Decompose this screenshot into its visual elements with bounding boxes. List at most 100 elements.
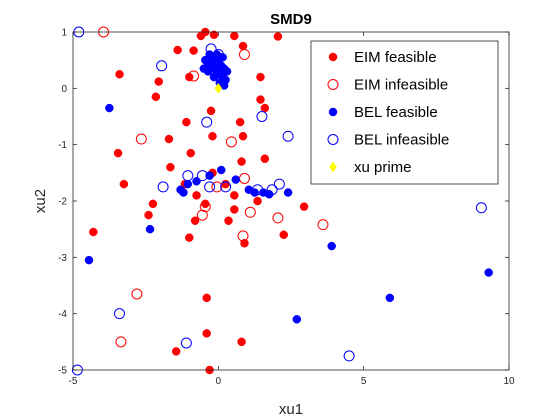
eim-feasible-point-14: [260, 103, 270, 113]
legend-label: xu prime: [354, 159, 412, 176]
bel-feasible-point-37: [84, 255, 94, 265]
eim-feasible-point-13: [256, 95, 265, 104]
legend-label: BEL infeasible: [354, 132, 449, 149]
data-marks: [71, 26, 493, 376]
eim-infeasible-point-11: [317, 219, 329, 231]
eim-infeasible-point-3: [135, 133, 147, 145]
eim-feasible-point-27: [119, 179, 129, 189]
eim-infeasible-point-8: [211, 181, 223, 193]
bel-feasible-point-16: [209, 72, 219, 82]
bel-infeasible-point-8: [182, 170, 194, 182]
eim-feasible-point-32: [230, 191, 239, 200]
bel-infeasible-point-16: [114, 308, 126, 320]
bel-infeasible-point-9: [196, 170, 208, 182]
eim-feasible-point-8: [115, 70, 124, 79]
legend-marker-bel-feasible: [328, 107, 338, 117]
eim-feasible-point-15: [206, 106, 216, 116]
eim-feasible-point-41: [185, 233, 194, 242]
eim-feasible-point-40: [89, 227, 98, 237]
bel-infeasible-point-7: [157, 181, 169, 193]
eim-feasible-point-39: [224, 216, 233, 225]
eim-feasible-point-10: [154, 77, 163, 86]
eim-feasible-point-22: [186, 148, 195, 158]
bel-feasible-point-19: [199, 64, 209, 73]
bel-infeasible-point-6: [282, 130, 294, 142]
eim-feasible-point-30: [148, 199, 158, 209]
y-tick-label: 1: [61, 28, 67, 39]
y-axis-label: xu2: [32, 189, 49, 213]
eim-feasible-point-24: [260, 154, 270, 163]
x-axis-ticks: -5 0 5 10: [69, 32, 515, 387]
y-tick-label: -4: [58, 309, 67, 320]
bel-feasible-point-31: [250, 188, 259, 197]
eim-infeasible-point-12: [237, 230, 249, 242]
eim-feasible-point-19: [208, 131, 217, 141]
eim-feasible-point-23: [237, 157, 246, 166]
eim-infeasible-point-2: [188, 70, 200, 82]
xu-prime-point-0: [214, 82, 223, 94]
series-xu-prime: [214, 82, 223, 94]
eim-feasible-point-5: [173, 45, 182, 55]
x-tick-label: -5: [69, 376, 78, 387]
bel-infeasible-point-5: [256, 111, 268, 122]
bel-infeasible-point-13: [266, 184, 278, 196]
bel-infeasible-point-10: [204, 181, 216, 193]
eim-feasible-point-35: [230, 205, 239, 214]
x-tick-label: 5: [361, 376, 367, 387]
y-axis-ticks: -5 -4 -3 -2 -1 0 1: [58, 28, 509, 377]
eim-feasible-point-42: [279, 230, 288, 240]
legend-entry-bel-feasible: BEL feasible: [328, 104, 438, 121]
eim-feasible-point-34: [201, 199, 210, 209]
eim-feasible-point-21: [113, 148, 123, 158]
eim-feasible-point-17: [235, 117, 245, 127]
eim-infeasible-point-1: [238, 49, 250, 61]
y-tick-label: -5: [58, 366, 67, 377]
legend: EIM feasible EIM infeasible BEL feasible BE…: [310, 40, 499, 185]
eim-infeasible-point-13: [131, 288, 143, 300]
bel-infeasible-point-17: [180, 337, 192, 349]
eim-feasible-point-25: [166, 162, 175, 172]
x-tick-label: 10: [503, 376, 515, 387]
bel-infeasible-point-12: [252, 184, 264, 196]
bel-feasible-point-34: [283, 188, 293, 197]
bel-feasible-point-38: [484, 268, 493, 277]
y-tick-label: -1: [58, 140, 67, 151]
bel-infeasible-point-14: [273, 178, 285, 190]
eim-feasible-point-31: [192, 191, 201, 200]
y-tick-label: -2: [58, 197, 67, 208]
eim-feasible-point-37: [299, 202, 309, 211]
legend-label: EIM infeasible: [354, 77, 448, 94]
legend-marker-xu-prime: [329, 161, 337, 173]
legend-label: EIM feasible: [354, 49, 437, 66]
bel-feasible-point-23: [216, 165, 226, 175]
bel-infeasible-point-4: [201, 116, 213, 128]
x-axis-label: xu1: [279, 401, 303, 418]
legend-marker-bel-infeasible: [327, 134, 339, 145]
bel-infeasible-point-3: [156, 60, 168, 72]
bel-feasible-point-39: [385, 293, 395, 303]
bel-feasible-point-28: [179, 188, 188, 197]
bel-feasible-point-22: [105, 103, 114, 113]
legend-box: [310, 40, 499, 185]
eim-feasible-point-16: [182, 117, 191, 127]
eim-feasible-point-29: [221, 179, 230, 189]
bel-infeasible-point-11: [220, 181, 232, 193]
legend-label: BEL feasible: [354, 104, 438, 121]
eim-feasible-point-33: [144, 210, 153, 220]
bel-infeasible-point-2: [212, 49, 224, 61]
bel-feasible-point-26: [183, 179, 193, 189]
legend-entry-xu-prime: xu prime: [329, 159, 412, 176]
eim-feasible-point-11: [256, 72, 265, 82]
legend-marker-eim-infeasible: [327, 79, 339, 90]
eim-feasible-point-20: [238, 131, 248, 141]
y-tick-label: -3: [58, 253, 67, 264]
eim-feasible-point-36: [253, 196, 262, 206]
eim-feasible-point-38: [190, 216, 200, 225]
bel-infeasible-point-1: [205, 43, 217, 55]
series-eim-feasible: [89, 27, 309, 375]
bel-feasible-point-24: [205, 171, 214, 180]
eim-feasible-point-45: [202, 329, 211, 338]
eim-feasible-point-46: [237, 337, 246, 347]
eim-infeasible-point-7: [196, 209, 208, 221]
